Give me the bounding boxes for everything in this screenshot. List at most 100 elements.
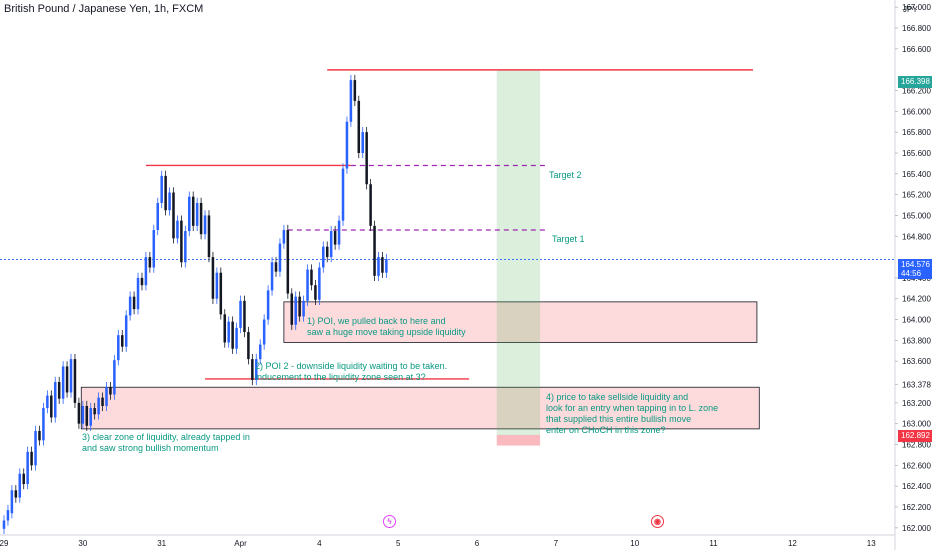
time-tick-label-5: 5 — [396, 539, 401, 548]
candle-body-9 — [38, 430, 41, 441]
candle-body-46 — [184, 231, 187, 263]
candle-body-48 — [191, 196, 195, 226]
candle-body-59 — [235, 327, 238, 349]
candle-body-88 — [349, 80, 353, 122]
candle-body-24 — [97, 397, 100, 415]
time-tick-label-0: 29 — [0, 539, 9, 548]
price-tick-label-10: 164.800 — [902, 232, 931, 241]
zone-4-note-line-3: that supplied this entire bullish move — [546, 414, 692, 424]
poi-1-note-line-2: saw a huge move taking upside liquidity — [307, 327, 466, 337]
current-price-badge: 164.576 44:56 — [898, 259, 932, 279]
current-price-value: 164.576 — [901, 260, 930, 269]
target-2-label: Target 2 — [549, 170, 582, 180]
flash-event-icon[interactable]: ϟ — [383, 515, 396, 528]
price-tick-label-4: 166.000 — [902, 107, 931, 116]
candle-body-85 — [337, 220, 341, 245]
candle-body-90 — [357, 100, 361, 153]
candle-body-43 — [172, 192, 175, 239]
candle-body-14 — [57, 382, 61, 399]
candle-body-89 — [353, 80, 357, 101]
price-tick-label-13: 164.000 — [902, 316, 931, 325]
candle-body-16 — [65, 366, 69, 393]
candle-body-3 — [14, 490, 18, 498]
time-tick-label-3: Apr — [234, 539, 247, 548]
candle-body-8 — [34, 430, 37, 466]
price-tick-label-14: 163.800 — [902, 336, 931, 345]
candle-body-70 — [278, 243, 282, 272]
candle-body-75 — [298, 296, 301, 317]
candle-body-28 — [113, 360, 116, 395]
time-tick-label-1: 30 — [78, 539, 87, 548]
zone-4-note: 4) price to take sellside liquidity and … — [546, 392, 718, 436]
zone-3-note-line-1: 3) clear zone of liquidity, already tapp… — [82, 432, 250, 442]
price-tick-label-9: 165.000 — [902, 211, 931, 220]
price-tick-label-5: 165.800 — [902, 128, 931, 137]
zone-4-note-line-2: look for an entry when tapping in to L. … — [546, 403, 719, 413]
candle-body-95 — [377, 257, 380, 276]
candle-body-77 — [306, 269, 309, 301]
candle-body-67 — [266, 290, 270, 320]
zone-box-0 — [283, 301, 758, 343]
candle-body-52 — [207, 215, 211, 258]
candle-body-61 — [243, 300, 246, 333]
candle-body-69 — [274, 262, 278, 272]
candle-body-4 — [18, 473, 22, 498]
candle-body-30 — [120, 335, 124, 347]
candle-body-31 — [124, 315, 128, 347]
candle-body-38 — [152, 230, 156, 268]
price-tick-label-22: 162.200 — [902, 503, 931, 512]
time-tick-label-11: 13 — [867, 539, 876, 548]
price-tick-label-23: 162.000 — [902, 524, 931, 533]
candle-body-96 — [381, 257, 384, 273]
candle-body-78 — [310, 269, 313, 286]
price-tick-label-12: 164.200 — [902, 295, 931, 304]
candle-body-25 — [101, 397, 104, 406]
candle-body-87 — [345, 121, 349, 169]
candle-body-2 — [10, 490, 14, 514]
candle-body-54 — [215, 272, 219, 299]
candle-body-55 — [219, 272, 223, 315]
poi-2-note: 2) POI 2 - downside liquidity waiting to… — [255, 361, 447, 383]
time-tick-label-7: 7 — [554, 539, 559, 548]
price-tick-label-8: 165.200 — [902, 191, 931, 200]
candle-body-58 — [231, 321, 234, 349]
candle-body-64 — [255, 359, 258, 380]
candle-body-19 — [77, 402, 81, 424]
resistance-price-badge: 166.398 — [898, 76, 932, 88]
candle-body-23 — [93, 408, 96, 415]
price-tick-label-17: 163.200 — [902, 399, 931, 408]
chart-title[interactable]: British Pound / Japanese Yen, 1h, FXCM — [4, 3, 204, 15]
candle-body-34 — [136, 277, 140, 310]
candle-body-93 — [369, 184, 372, 226]
target-event-icon[interactable]: ◉ — [651, 515, 664, 528]
candle-body-66 — [262, 319, 266, 345]
time-tick-label-2: 31 — [157, 539, 166, 548]
candle-body-81 — [322, 246, 325, 268]
price-tick-label-18: 163.000 — [902, 420, 931, 429]
candle-body-84 — [333, 231, 337, 245]
candle-body-42 — [168, 192, 171, 211]
zone-4-note-line-4: enter on CHoCH in this zone? — [546, 425, 666, 435]
candle-body-91 — [361, 132, 364, 153]
price-tick-label-21: 162.400 — [902, 482, 931, 491]
time-tick-label-8: 10 — [630, 539, 639, 548]
candle-body-7 — [30, 451, 33, 466]
candle-body-80 — [318, 267, 321, 300]
price-tick-label-16: 163.378 — [902, 380, 931, 389]
candle-body-65 — [258, 344, 262, 360]
poi-1-note-line-1: 1) POI, we pulled back to here and — [307, 316, 446, 326]
poi-1-note: 1) POI, we pulled back to here and saw a… — [307, 316, 466, 338]
candle-body-11 — [46, 395, 49, 409]
candle-body-53 — [211, 257, 215, 299]
candle-body-6 — [26, 451, 29, 485]
target-1-label: Target 1 — [552, 234, 585, 244]
candle-body-68 — [270, 262, 274, 291]
candle-body-82 — [325, 246, 329, 258]
candle-body-15 — [61, 366, 65, 399]
candle-body-51 — [203, 215, 207, 235]
countdown-value: 44:56 — [901, 269, 922, 278]
candle-body-41 — [164, 175, 167, 211]
candle-body-0 — [2, 520, 6, 529]
candle-body-94 — [373, 225, 376, 276]
